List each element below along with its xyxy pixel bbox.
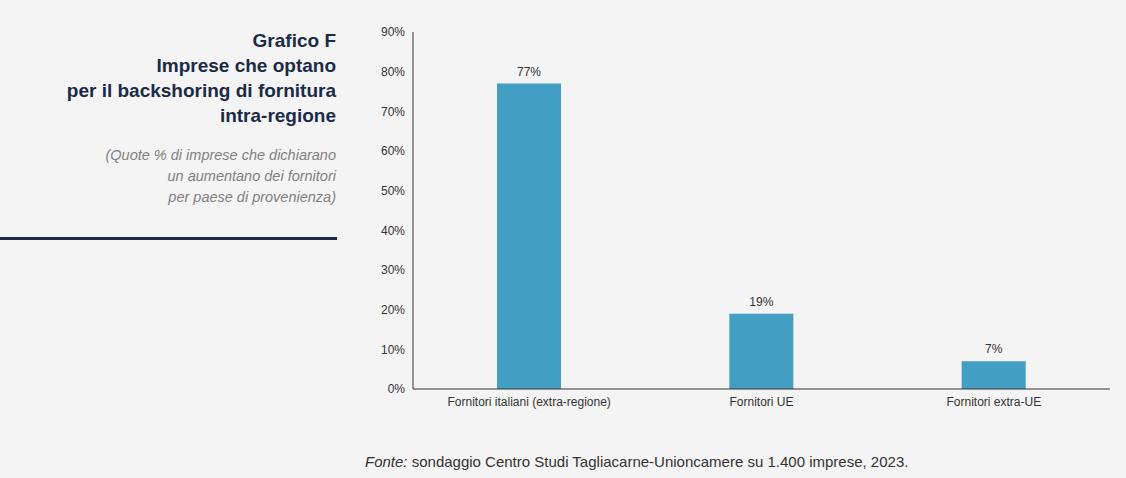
html-text:un aumentano dei fornitori: un aumentano dei fornitori (167, 168, 336, 184)
html-text:per paese di provenienza): per paese di provenienza) (168, 189, 336, 205)
svg-text:19%: 19% (749, 295, 773, 309)
html-text:Fonte: sondaggio Centro Studi: Fonte: sondaggio Centro Studi Tagliacarn… (365, 453, 909, 470)
svg-text:0%: 0% (388, 382, 406, 396)
html-text:intra-regione: intra-regione (219, 105, 336, 126)
svg-text:10%: 10% (381, 343, 405, 357)
svg-text:Fornitori UE: Fornitori UE (729, 395, 793, 409)
svg-text:Fornitori italiani (extra-regi: Fornitori italiani (extra-regione) (447, 395, 610, 409)
svg-text:30%: 30% (381, 263, 405, 277)
svg-text:Fornitori extra-UE: Fornitori extra-UE (946, 395, 1041, 409)
html-text:per il backshoring di fornitur: per il backshoring di fornitura (66, 80, 336, 101)
svg-text:20%: 20% (381, 303, 405, 317)
svg-text:50%: 50% (381, 184, 405, 198)
svg-text:60%: 60% (381, 144, 405, 158)
html-text:(Quote % di imprese che dichia: (Quote % di imprese che dichiarano (105, 147, 336, 163)
svg-text:70%: 70% (381, 105, 405, 119)
html-text:Grafico F: Grafico F (252, 30, 336, 51)
svg-text:77%: 77% (517, 65, 541, 79)
svg-text:80%: 80% (381, 65, 405, 79)
svg-text:7%: 7% (985, 342, 1003, 356)
svg-text:40%: 40% (381, 224, 405, 238)
html-text:Imprese che optano: Imprese che optano (156, 55, 336, 76)
svg-text:90%: 90% (381, 25, 405, 39)
